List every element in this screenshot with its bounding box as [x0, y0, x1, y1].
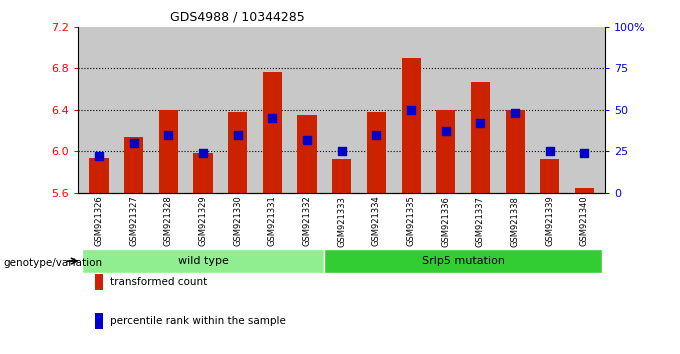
- Text: wild type: wild type: [177, 256, 228, 266]
- Point: [163, 132, 174, 138]
- FancyBboxPatch shape: [82, 249, 324, 273]
- Point: [336, 149, 347, 154]
- Point: [440, 129, 451, 134]
- Bar: [367, 112, 386, 193]
- Point: [544, 149, 555, 154]
- Point: [405, 107, 416, 113]
- Point: [371, 132, 381, 138]
- Point: [509, 110, 520, 116]
- Point: [198, 150, 209, 156]
- FancyBboxPatch shape: [324, 249, 602, 273]
- Bar: [505, 110, 524, 193]
- Point: [233, 132, 243, 138]
- Point: [579, 150, 590, 156]
- Bar: [436, 110, 455, 193]
- Bar: [540, 159, 559, 193]
- Bar: [159, 110, 178, 193]
- Bar: [90, 158, 109, 193]
- Point: [129, 140, 139, 146]
- Bar: [297, 115, 317, 193]
- Text: transformed count: transformed count: [110, 278, 207, 287]
- Point: [302, 137, 313, 143]
- Bar: [263, 72, 282, 193]
- Bar: [401, 58, 420, 193]
- Point: [267, 115, 278, 121]
- Text: percentile rank within the sample: percentile rank within the sample: [110, 316, 286, 326]
- Bar: [228, 112, 248, 193]
- Point: [475, 120, 486, 126]
- Bar: [332, 159, 352, 193]
- Bar: [124, 137, 143, 193]
- Text: genotype/variation: genotype/variation: [3, 258, 103, 268]
- Text: Srlp5 mutation: Srlp5 mutation: [422, 256, 505, 266]
- Bar: [471, 82, 490, 193]
- Bar: [575, 188, 594, 193]
- Text: GDS4988 / 10344285: GDS4988 / 10344285: [170, 11, 305, 24]
- Point: [94, 154, 105, 159]
- Bar: [194, 153, 213, 193]
